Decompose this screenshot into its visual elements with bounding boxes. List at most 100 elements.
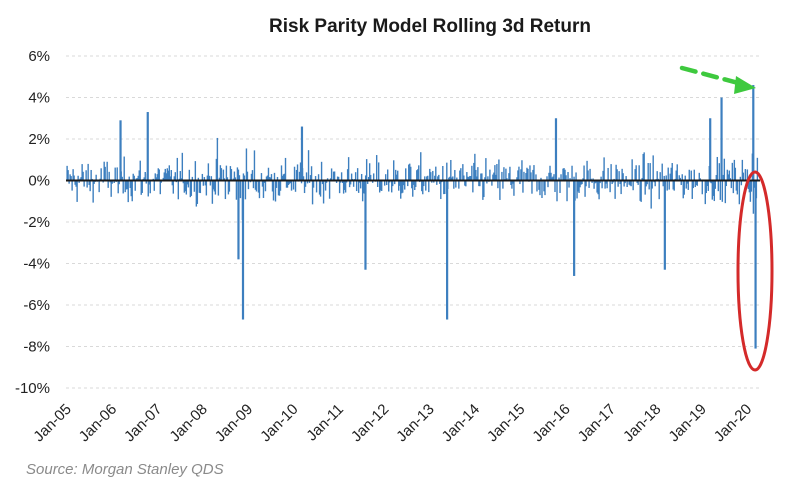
bar — [159, 180, 161, 195]
x-tick-label: Jan-17 — [575, 401, 619, 445]
bar — [257, 180, 260, 193]
bar — [325, 180, 328, 183]
bar — [558, 177, 560, 181]
bar — [601, 180, 603, 189]
bar — [605, 180, 607, 184]
bar — [229, 166, 232, 181]
bar — [127, 180, 129, 203]
bar — [305, 172, 308, 181]
bar — [464, 180, 466, 186]
bar — [269, 177, 272, 181]
bar — [275, 180, 278, 188]
bar — [157, 168, 159, 181]
bar — [350, 173, 353, 181]
x-tick-label: Jan-06 — [76, 401, 120, 445]
bar — [83, 180, 85, 187]
bar — [123, 156, 125, 181]
bar — [549, 165, 551, 181]
bar — [564, 169, 566, 181]
bar — [493, 172, 495, 181]
bar — [188, 169, 191, 181]
x-tick-label: Jan-19 — [665, 401, 709, 445]
bar — [86, 180, 88, 188]
bar — [206, 175, 209, 181]
bar — [615, 164, 617, 181]
bar — [667, 167, 669, 181]
bar — [345, 180, 348, 183]
bar — [344, 180, 347, 193]
bar — [591, 180, 593, 183]
bar — [328, 180, 331, 199]
bar — [553, 174, 555, 181]
bar — [482, 180, 484, 200]
bar — [440, 180, 442, 200]
bar — [685, 180, 687, 189]
bar — [348, 180, 351, 188]
bar — [246, 171, 249, 181]
bar — [148, 180, 150, 185]
bar — [213, 180, 216, 192]
bar — [212, 180, 215, 190]
bar — [449, 176, 451, 181]
bar — [70, 176, 72, 181]
bar — [508, 173, 510, 181]
bar — [143, 177, 145, 181]
bar — [491, 180, 493, 186]
bar — [82, 171, 84, 181]
bar — [600, 176, 602, 181]
bar — [67, 170, 69, 181]
bar — [255, 180, 258, 192]
bar — [448, 177, 450, 181]
bar — [527, 168, 529, 181]
bar — [698, 172, 700, 181]
bar — [630, 180, 632, 187]
bar — [582, 178, 584, 181]
bar-extreme — [709, 118, 712, 181]
bar — [649, 163, 651, 181]
bar — [234, 177, 237, 181]
bar — [492, 174, 494, 181]
bar — [421, 180, 423, 192]
bar — [392, 180, 394, 187]
bar — [417, 169, 419, 181]
bar-extreme — [573, 180, 576, 276]
bar — [632, 180, 634, 191]
chart-title: Risk Parity Model Rolling 3d Return — [269, 16, 591, 37]
bar — [499, 180, 501, 200]
bar — [678, 175, 680, 181]
bar — [578, 180, 580, 193]
bar — [130, 180, 132, 197]
bar — [307, 150, 310, 181]
bar — [124, 180, 126, 193]
bar — [682, 180, 684, 199]
bar — [433, 180, 435, 183]
bar — [219, 165, 222, 181]
bar — [118, 180, 120, 185]
bar — [332, 171, 335, 181]
bar — [722, 174, 725, 181]
bar — [509, 166, 511, 181]
bar — [400, 180, 402, 199]
bar — [391, 180, 393, 193]
bar — [335, 180, 338, 183]
x-tick-label: Jan-11 — [303, 401, 347, 445]
bar — [147, 180, 149, 197]
bar — [735, 180, 738, 191]
bar — [749, 180, 752, 202]
bar — [312, 180, 315, 188]
bar-extreme — [364, 180, 367, 270]
bar — [411, 180, 413, 189]
bar — [559, 180, 561, 193]
bar — [516, 177, 518, 181]
bar — [669, 173, 671, 181]
bar — [173, 176, 176, 181]
x-tick-label: Jan-13 — [393, 401, 437, 445]
bar — [341, 180, 344, 184]
bar — [486, 180, 488, 184]
bar — [577, 180, 579, 192]
bar — [622, 173, 624, 181]
y-tick-label: -2% — [23, 214, 50, 231]
bar — [81, 164, 83, 181]
bar — [483, 180, 485, 198]
bar — [205, 180, 208, 196]
